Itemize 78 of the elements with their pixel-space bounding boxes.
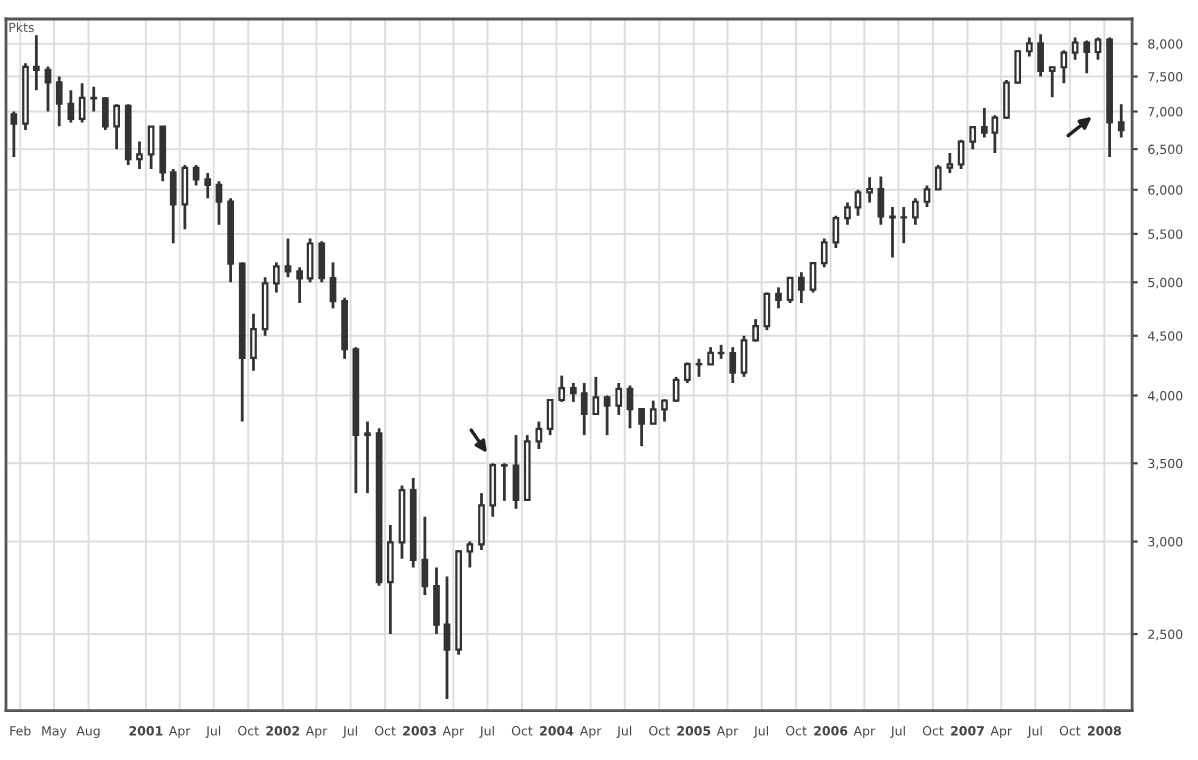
candlestick [934, 163, 942, 192]
candlestick [729, 345, 737, 385]
candlestick [832, 214, 840, 250]
candlestick [740, 334, 748, 379]
candlestick [113, 102, 120, 151]
candlestick [215, 179, 223, 227]
candlestick [661, 397, 668, 423]
candlestick [512, 433, 520, 511]
candlestick [844, 201, 851, 227]
candlestick [615, 381, 623, 417]
candlestick [433, 566, 440, 636]
candlestick [626, 384, 634, 430]
candlestick [535, 420, 543, 451]
candlestick [854, 188, 862, 218]
candlestick [67, 88, 75, 124]
candlestick [1094, 36, 1102, 62]
candlestick [1071, 36, 1079, 62]
candlestick [273, 260, 280, 294]
candlestick [136, 140, 143, 171]
candlestick [1037, 32, 1044, 78]
candlestick [169, 167, 177, 245]
candlestick [33, 33, 40, 92]
candlestick [1060, 48, 1068, 85]
candlestick [809, 260, 817, 294]
candlestick [387, 523, 394, 636]
candlestick [10, 110, 18, 159]
candlestick [364, 420, 371, 495]
candlestick [717, 343, 725, 361]
candlestick [969, 124, 977, 151]
candlestick [672, 375, 680, 404]
candlestick [923, 184, 931, 209]
candlestick [1014, 48, 1022, 85]
candlestick [592, 375, 600, 417]
candlestick [306, 237, 314, 284]
candlestick [786, 275, 794, 305]
candlestick [684, 360, 691, 385]
candlestick [558, 374, 566, 404]
candlestick [889, 205, 896, 259]
candlestick [1026, 36, 1033, 58]
candlestick [1003, 78, 1010, 121]
candlestick [798, 270, 805, 305]
candlestick [478, 491, 485, 552]
candlestick [546, 397, 554, 437]
candlestick [695, 357, 703, 379]
candlestick [55, 75, 63, 128]
candlestick [261, 275, 269, 338]
candlestick [763, 291, 771, 332]
candlestick [192, 163, 200, 187]
candlestick [78, 81, 86, 124]
candlestick [1083, 39, 1091, 75]
candlestick [501, 461, 508, 503]
candlestick [421, 515, 429, 597]
candlestick [204, 171, 212, 200]
candlestick [159, 124, 167, 183]
candlestick [90, 85, 98, 113]
candlestick [318, 239, 326, 284]
candlestick [443, 575, 451, 701]
candlestick [946, 151, 954, 175]
candlestick [775, 286, 782, 310]
candlestick [580, 381, 588, 437]
candlestick [570, 381, 577, 404]
candlestick [820, 237, 828, 269]
candlestick [866, 175, 873, 204]
candlestick [1117, 102, 1125, 139]
candlestick [603, 394, 611, 437]
candlestick [877, 175, 885, 227]
candlestick [466, 540, 474, 569]
candlestick [1048, 65, 1056, 99]
candlestick [102, 95, 109, 132]
candlestick [250, 312, 257, 373]
candlestick [912, 196, 919, 227]
candlestick [489, 461, 497, 519]
candlestick [284, 237, 292, 279]
candlestick [638, 406, 645, 448]
candlestick [296, 265, 303, 305]
candlestick [329, 260, 337, 310]
candlestick [900, 205, 908, 245]
candlestick [649, 399, 657, 426]
